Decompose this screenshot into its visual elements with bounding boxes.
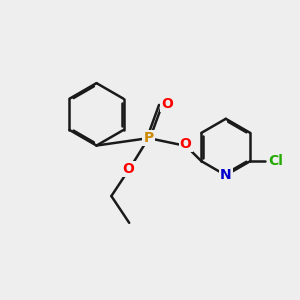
Text: O: O bbox=[161, 97, 173, 111]
Text: N: N bbox=[220, 168, 232, 182]
Text: Cl: Cl bbox=[268, 154, 283, 168]
Text: P: P bbox=[143, 131, 154, 145]
Text: O: O bbox=[180, 137, 192, 151]
Text: O: O bbox=[123, 162, 134, 176]
